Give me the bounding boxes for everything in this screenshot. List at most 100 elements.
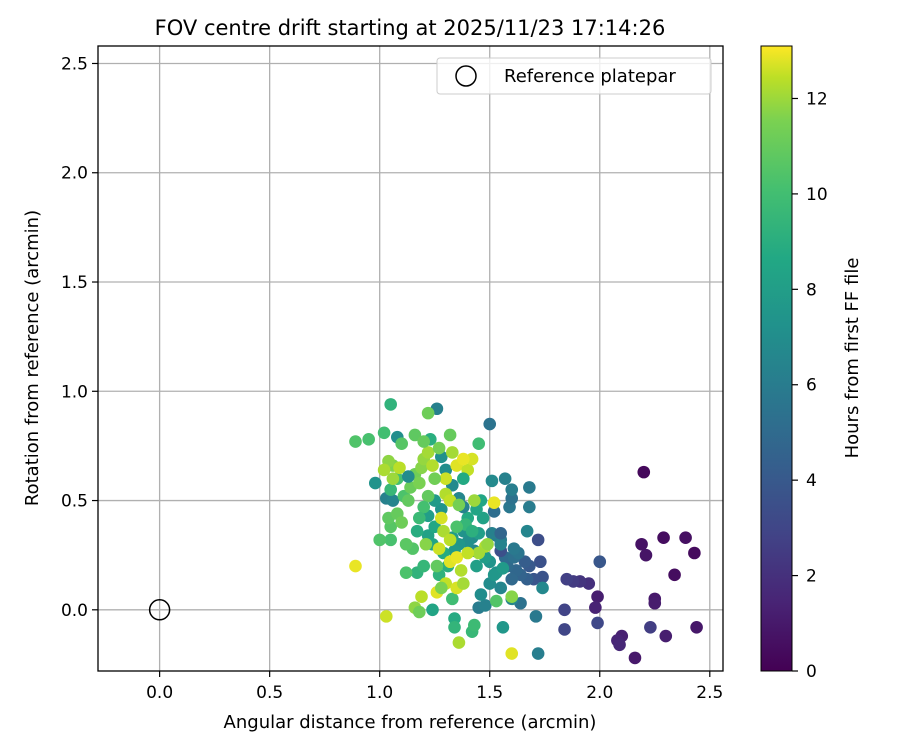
y-tick-label: 0.5 — [61, 492, 88, 512]
data-point — [399, 566, 413, 579]
data-point — [428, 472, 442, 485]
data-point — [454, 564, 468, 577]
y-tick-label: 0.0 — [61, 601, 88, 621]
data-point — [368, 476, 382, 490]
colorbar-gradient — [760, 45, 793, 672]
data-point — [613, 638, 626, 652]
data-point — [487, 568, 501, 582]
data-point — [485, 474, 499, 488]
data-point — [384, 398, 397, 411]
data-point — [483, 417, 497, 431]
colorbar: 0 2 4 6 8 10 12 Hours from first FF file — [760, 45, 863, 682]
data-point — [443, 533, 457, 547]
data-point — [505, 483, 519, 496]
y-axis-label: Rotation from reference (arcmin) — [22, 210, 43, 506]
data-point — [529, 610, 543, 623]
data-point — [401, 470, 415, 483]
colorbar-ticks: 0 2 4 6 8 10 12 — [792, 89, 828, 682]
data-point — [395, 516, 408, 529]
data-point — [419, 537, 433, 551]
data-point — [591, 616, 604, 630]
chart-title: FOV centre drift starting at 2025/11/23 … — [155, 16, 666, 40]
legend-label: Reference platepar — [504, 66, 676, 87]
data-point — [531, 647, 545, 660]
data-point — [384, 533, 397, 547]
data-point — [446, 446, 459, 459]
data-point — [487, 505, 501, 518]
data-point — [479, 599, 492, 612]
legend-box — [436, 57, 712, 95]
data-point — [518, 555, 532, 569]
data-point — [386, 494, 400, 507]
data-point — [421, 446, 435, 459]
data-point — [435, 502, 448, 516]
data-point — [657, 531, 670, 544]
data-point — [457, 577, 470, 590]
colorbar-tick-label: 10 — [806, 185, 828, 205]
colorbar-tick-label: 12 — [806, 89, 828, 109]
x-tick-label: 1.0 — [366, 683, 393, 703]
data-point — [393, 461, 406, 475]
data-point — [452, 636, 466, 649]
data-point — [384, 483, 397, 496]
data-point — [637, 465, 651, 479]
data-point — [362, 433, 375, 446]
data-point — [377, 426, 391, 440]
data-point — [452, 498, 466, 512]
data-point — [520, 524, 534, 538]
data-point — [593, 555, 607, 569]
data-point — [558, 603, 571, 617]
colorbar-tick-label: 6 — [806, 376, 817, 396]
data-point — [413, 476, 426, 490]
data-point — [432, 542, 446, 555]
data-point — [450, 520, 464, 534]
x-tick-label: 1.5 — [476, 683, 503, 703]
y-tick-label: 2.5 — [61, 54, 88, 74]
data-point — [560, 572, 574, 586]
colorbar-tick-label: 4 — [806, 471, 817, 491]
data-point — [494, 527, 508, 540]
data-point — [465, 452, 479, 466]
data-point — [487, 496, 501, 510]
data-points — [349, 398, 703, 665]
data-point — [505, 647, 519, 660]
data-point — [435, 581, 448, 595]
data-point — [417, 500, 431, 514]
data-point — [523, 481, 536, 494]
data-point — [476, 511, 490, 525]
data-point — [457, 472, 470, 485]
data-point — [505, 492, 519, 505]
data-point — [408, 428, 422, 442]
data-point — [448, 612, 461, 625]
data-point — [417, 559, 431, 573]
data-point — [468, 618, 481, 632]
data-point — [534, 555, 547, 569]
data-point — [635, 537, 648, 551]
data-point — [474, 588, 488, 601]
legend-marker-icon — [455, 65, 477, 87]
data-point — [439, 472, 453, 485]
data-point — [472, 437, 486, 451]
legend: Reference platepar — [436, 57, 712, 95]
data-point — [505, 572, 519, 586]
y-tick-label: 1.5 — [61, 273, 88, 293]
data-point — [505, 590, 519, 603]
data-point — [472, 546, 486, 560]
colorbar-label: Hours from first FF file — [842, 258, 863, 459]
data-point — [450, 551, 464, 564]
data-point — [377, 463, 391, 477]
grid — [98, 46, 723, 671]
data-point — [432, 441, 446, 455]
data-point — [591, 590, 604, 603]
data-point — [421, 406, 435, 420]
colorbar-tick-label: 2 — [806, 567, 817, 587]
data-point — [494, 537, 508, 551]
data-point — [470, 559, 483, 573]
data-point — [410, 524, 424, 538]
data-point — [690, 620, 703, 634]
data-point — [413, 605, 426, 619]
x-tick-label: 0.0 — [146, 683, 173, 703]
data-point — [659, 629, 673, 643]
data-point — [426, 603, 439, 617]
x-tick-label: 0.5 — [256, 683, 283, 703]
